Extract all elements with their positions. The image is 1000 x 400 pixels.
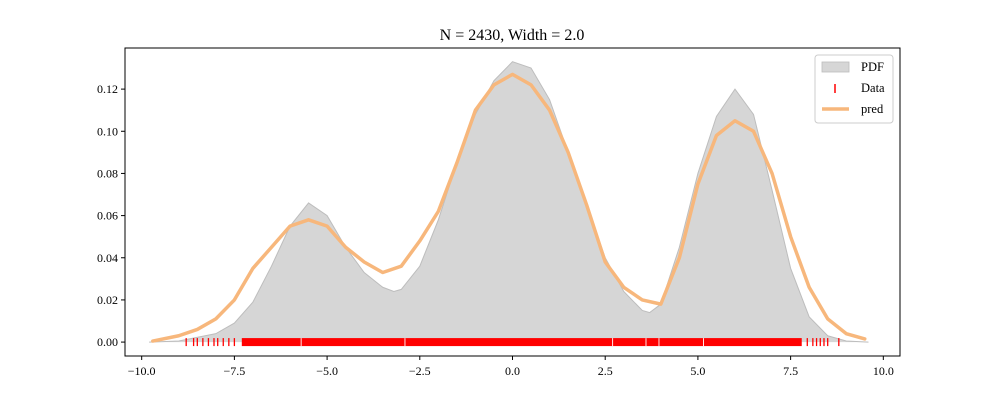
y-tick-label: 0.00 [97, 335, 118, 349]
x-tick-label: 2.5 [598, 364, 613, 378]
chart-title: N = 2430, Width = 2.0 [440, 27, 585, 44]
legend: PDF Data pred [814, 54, 894, 124]
x-tick-label: 10.0 [873, 364, 894, 378]
y-tick-label: 0.12 [97, 82, 118, 96]
x-tick-label: −5.0 [316, 364, 338, 378]
pdf-area [149, 61, 869, 343]
y-tick-label: 0.08 [97, 166, 118, 180]
legend-label-pdf: PDF [861, 60, 884, 74]
y-axis: 0.00 0.02 0.04 0.06 0.08 0.10 0.12 [97, 82, 125, 349]
y-tick-label: 0.02 [97, 293, 118, 307]
plot-area [149, 61, 869, 347]
x-tick-label: −7.5 [223, 364, 245, 378]
y-tick-label: 0.04 [97, 251, 118, 265]
data-rug-dense [241, 338, 802, 347]
y-tick-label: 0.06 [97, 209, 118, 223]
x-tick-label: 5.0 [690, 364, 705, 378]
legend-label-data: Data [861, 81, 885, 95]
y-tick-label: 0.10 [97, 124, 118, 138]
x-tick-label: 7.5 [783, 364, 798, 378]
x-tick-label: −2.5 [409, 364, 431, 378]
x-axis: −10.0 −7.5 −5.0 −2.5 0.0 2.5 5.0 7.5 10.0 [128, 356, 894, 378]
x-tick-label: 0.0 [505, 364, 520, 378]
legend-swatch-pdf [821, 61, 850, 73]
pred-line [151, 72, 867, 343]
data-rug [185, 338, 840, 347]
legend-label-pred: pred [861, 102, 884, 116]
x-tick-label: −10.0 [128, 364, 156, 378]
pdf-outline [149, 61, 869, 343]
